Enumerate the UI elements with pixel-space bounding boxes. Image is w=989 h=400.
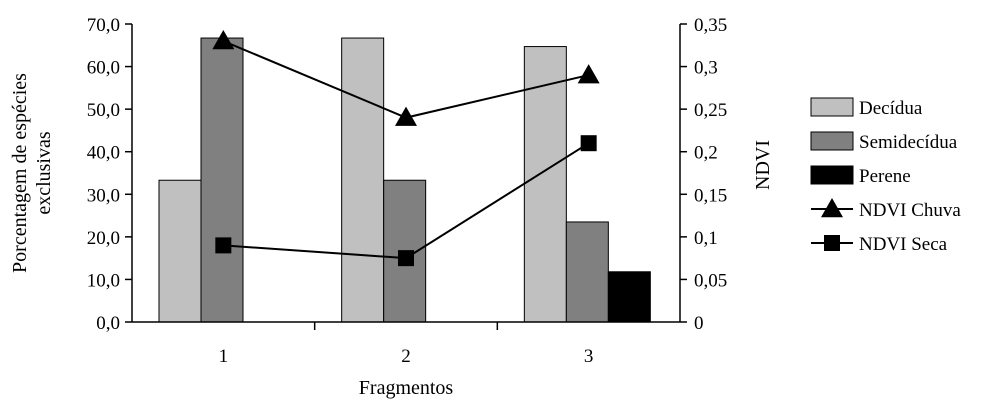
- lines-layer: [212, 30, 600, 267]
- y-tick-label-left: 10,0: [87, 270, 120, 291]
- legend-swatch: [810, 165, 854, 185]
- legend-marker: [824, 235, 840, 251]
- y-tick-label-left: 60,0: [87, 58, 120, 79]
- axes-layer: [125, 23, 687, 330]
- marker-ndvi-seca: [580, 135, 597, 152]
- legend-label: Perene: [859, 166, 911, 187]
- marker-ndvi-seca: [215, 237, 232, 254]
- x-tick-label: 2: [401, 346, 411, 367]
- bar-decídua-1: [158, 179, 202, 323]
- legend-marker: [821, 198, 843, 218]
- y-tick-label-right: 0: [694, 313, 704, 334]
- y-tick-label-left: 50,0: [87, 100, 120, 121]
- y-tick-label-right: 0,25: [694, 100, 727, 121]
- y-axis-title-left: exclusivas: [33, 131, 55, 215]
- marker-ndvi-chuva: [577, 64, 600, 84]
- y-tick-label-right: 0,05: [694, 270, 727, 291]
- x-tick-label: 1: [219, 346, 229, 367]
- y-axis-title-right: NDVI: [752, 140, 774, 190]
- y-tick-label-left: 30,0: [87, 185, 120, 206]
- y-tick-label-left: 20,0: [87, 228, 120, 249]
- y-tick-label-right: 0,35: [694, 15, 727, 36]
- legend-label: NDVI Chuva: [859, 200, 961, 221]
- labels-layer: 0,0 10,0 20,0 30,0 40,0 50,0 60,0 70,0 0 0,05 0,1 0…: [9, 15, 774, 399]
- bar-semidecídua-3: [565, 221, 609, 323]
- y-tick-label-right: 0,1: [694, 228, 718, 249]
- y-tick-label-right: 0,2: [694, 143, 718, 164]
- legend-label: Decídua: [859, 98, 923, 119]
- y-axis-title-left: Porcentagem de espécies: [9, 73, 31, 273]
- bar-perene-3: [607, 271, 651, 323]
- legend-label: NDVI Seca: [859, 234, 948, 255]
- legend: Decídua Semidecídua Perene NDVI Chuva NDVI S…: [810, 97, 961, 255]
- bar-decídua-2: [341, 37, 385, 323]
- marker-ndvi-chuva: [395, 106, 417, 126]
- legend-swatch: [810, 97, 854, 117]
- marker-ndvi-seca: [398, 250, 414, 267]
- y-tick-label-right: 0,15: [694, 185, 727, 206]
- y-tick-label-left: 0,0: [96, 313, 120, 334]
- bars-layer: [158, 37, 651, 323]
- bar-decídua-3: [523, 46, 567, 323]
- legend-label: Semidecídua: [859, 132, 958, 153]
- marker-ndvi-chuva: [212, 30, 235, 50]
- x-axis-title: Fragmentos: [359, 377, 454, 399]
- x-tick-label: 3: [584, 346, 594, 367]
- y-tick-label-left: 40,0: [87, 143, 120, 164]
- y-tick-label-right: 0,3: [694, 58, 718, 79]
- legend-swatch: [810, 131, 854, 151]
- y-tick-label-left: 70,0: [87, 15, 120, 36]
- bar-semidecídua-1: [200, 37, 244, 323]
